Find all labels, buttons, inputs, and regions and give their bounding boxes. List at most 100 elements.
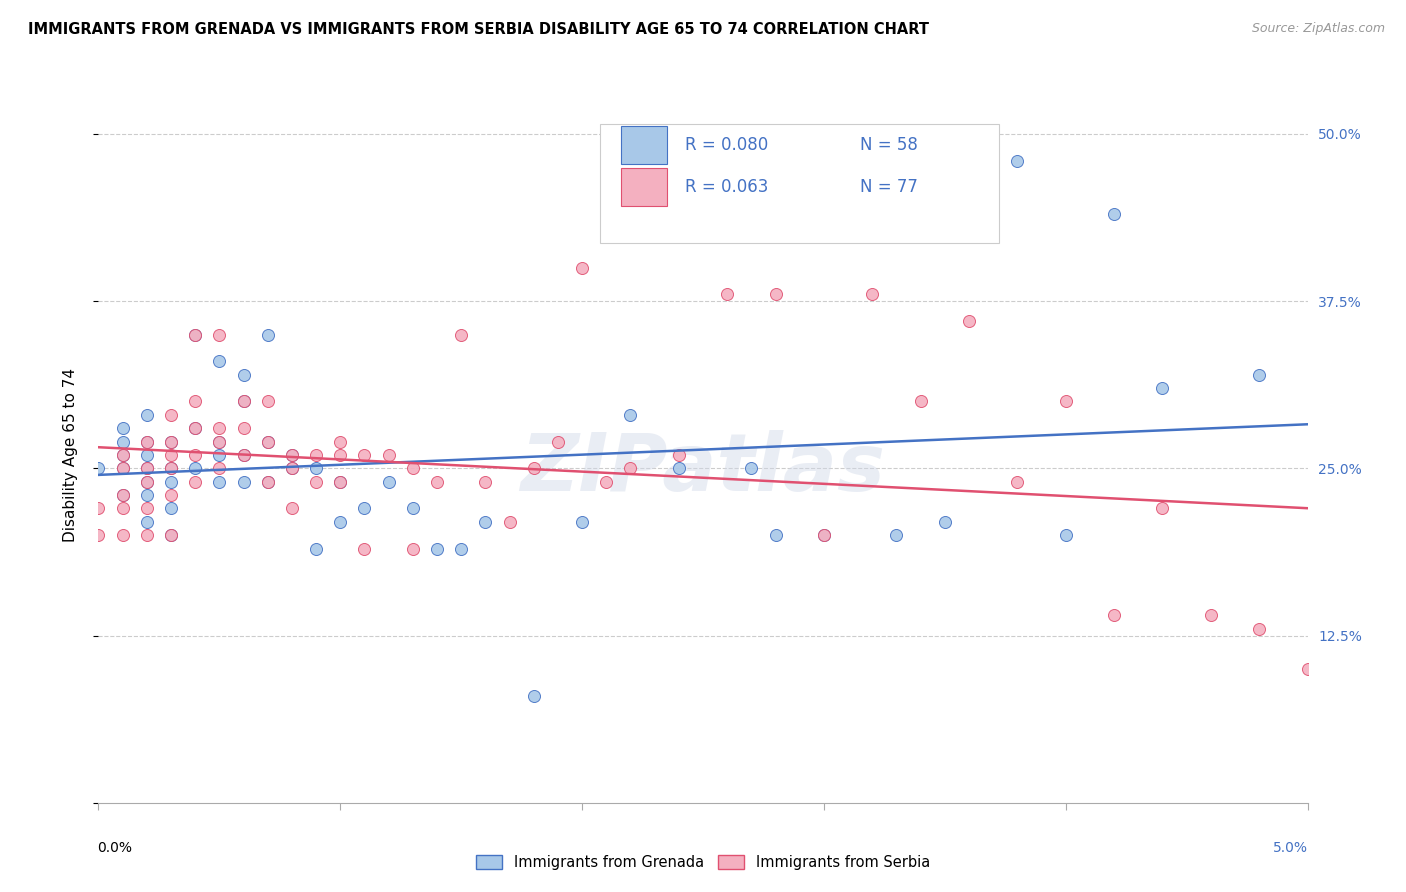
Point <box>1007 475 1029 489</box>
Bar <box>621 168 666 206</box>
Point <box>450 327 472 342</box>
Point <box>111 501 134 516</box>
Point <box>426 541 449 556</box>
Point <box>619 408 641 422</box>
Text: IMMIGRANTS FROM GRENADA VS IMMIGRANTS FROM SERBIA DISABILITY AGE 65 TO 74 CORREL: IMMIGRANTS FROM GRENADA VS IMMIGRANTS FR… <box>28 22 929 37</box>
Point <box>232 448 254 462</box>
Text: 0.0%: 0.0% <box>97 841 132 855</box>
Point <box>305 461 328 475</box>
Text: R = 0.080: R = 0.080 <box>685 136 768 154</box>
Point <box>498 515 520 529</box>
Point <box>402 501 425 516</box>
Point <box>111 448 134 462</box>
Point <box>668 461 690 475</box>
Point <box>160 488 183 502</box>
Y-axis label: Disability Age 65 to 74: Disability Age 65 to 74 <box>63 368 77 542</box>
Point <box>523 689 546 703</box>
Point <box>860 287 883 301</box>
Point <box>135 475 157 489</box>
Text: Source: ZipAtlas.com: Source: ZipAtlas.com <box>1251 22 1385 36</box>
Point <box>208 461 231 475</box>
Point <box>256 475 278 489</box>
Point <box>1249 368 1271 382</box>
Point <box>232 368 254 382</box>
Point <box>1393 461 1406 475</box>
Point <box>1344 608 1367 623</box>
Point <box>160 461 183 475</box>
Point <box>1152 381 1174 395</box>
Point <box>619 461 641 475</box>
Point <box>184 461 207 475</box>
Text: N = 58: N = 58 <box>860 136 918 154</box>
Point <box>353 541 375 556</box>
Point <box>934 515 956 529</box>
Point <box>135 461 157 475</box>
Point <box>1249 622 1271 636</box>
Point <box>813 528 835 542</box>
Point <box>571 515 593 529</box>
Point <box>256 434 278 449</box>
Point <box>135 475 157 489</box>
Point <box>208 354 231 368</box>
Point <box>329 434 352 449</box>
Point <box>111 461 134 475</box>
Legend: Immigrants from Grenada, Immigrants from Serbia: Immigrants from Grenada, Immigrants from… <box>470 849 936 876</box>
Point <box>135 528 157 542</box>
Point <box>1102 207 1125 221</box>
Point <box>402 541 425 556</box>
Point <box>160 434 183 449</box>
Point <box>256 434 278 449</box>
Point <box>1199 608 1222 623</box>
Point <box>135 501 157 516</box>
Point <box>160 434 183 449</box>
Point <box>184 421 207 435</box>
Point <box>377 448 399 462</box>
Point <box>208 421 231 435</box>
Point <box>111 448 134 462</box>
Point <box>765 528 787 542</box>
Point <box>716 287 738 301</box>
Point <box>886 528 908 542</box>
Point <box>353 448 375 462</box>
Point <box>111 461 134 475</box>
Point <box>281 448 304 462</box>
Point <box>256 327 278 342</box>
Point <box>160 501 183 516</box>
Point <box>135 448 157 462</box>
Point <box>160 528 183 542</box>
Point <box>87 528 110 542</box>
Point <box>111 488 134 502</box>
Point <box>329 475 352 489</box>
Point <box>184 327 207 342</box>
Point <box>402 461 425 475</box>
Point <box>329 515 352 529</box>
Point <box>160 408 183 422</box>
Point <box>208 475 231 489</box>
Point <box>87 501 110 516</box>
Point <box>160 528 183 542</box>
Point <box>281 461 304 475</box>
Point <box>232 448 254 462</box>
Point <box>111 434 134 449</box>
Point <box>135 461 157 475</box>
Bar <box>621 126 666 164</box>
Point <box>135 515 157 529</box>
Point <box>813 528 835 542</box>
Point <box>256 475 278 489</box>
Point <box>353 501 375 516</box>
Text: 5.0%: 5.0% <box>1272 841 1308 855</box>
Point <box>232 475 254 489</box>
Point <box>474 515 496 529</box>
Point <box>232 394 254 409</box>
Point <box>571 260 593 275</box>
Point <box>474 475 496 489</box>
Point <box>957 314 980 328</box>
Point <box>160 448 183 462</box>
Point <box>595 475 617 489</box>
Point <box>208 434 231 449</box>
Point <box>184 475 207 489</box>
Point <box>523 461 546 475</box>
Point <box>426 475 449 489</box>
Point <box>740 461 762 475</box>
Point <box>305 541 328 556</box>
